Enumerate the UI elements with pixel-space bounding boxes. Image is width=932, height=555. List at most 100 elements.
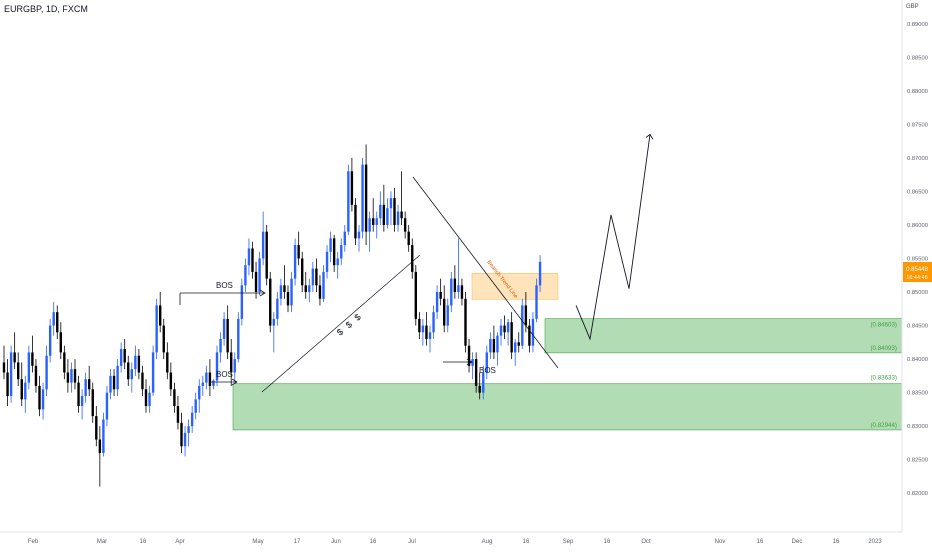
candle-body [95,416,98,440]
candle-body [244,265,247,286]
price-tick-label: 0.83500 [907,391,928,397]
candle [24,375,27,413]
candle-body [443,298,446,326]
candle-body [347,171,350,232]
candle-body [251,248,254,272]
price-tick-label: 0.87000 [907,156,928,162]
candle [453,265,457,299]
candle-body [258,258,261,293]
candle [52,302,55,336]
candles-layer [2,144,542,487]
candle [272,312,275,353]
candle-body [325,251,329,272]
time-axis[interactable]: Feb Mar 16 Apr May 17 Jun 16 Jul Aug 16 Sep 16 Oct Nov… [28,539,883,545]
candle [9,345,13,403]
zone-2-bottom-label: (0.82944) [871,422,898,429]
candle [411,238,414,279]
candle-body [134,355,137,370]
price-tick-label: 0.82500 [907,458,928,464]
candle-body [357,231,361,239]
candle-body [48,325,52,356]
candle [506,318,510,346]
price-tick-label: 0.86000 [907,223,928,229]
candle [59,322,62,360]
candle-body [176,406,180,423]
candle-body [130,369,133,380]
price-tick-label: 0.88000 [907,89,928,95]
candle-body [453,278,457,293]
candle [432,305,435,339]
candle-body [98,439,102,453]
demand-zone-2 [232,383,903,431]
candle [226,305,229,360]
candle [485,345,488,380]
candle [443,285,446,333]
bos-2-label: BOS [216,370,233,379]
candle [538,255,542,293]
candle [247,238,251,276]
candle [514,338,517,366]
price-tick-label: 0.85500 [907,257,928,263]
candle [478,372,481,400]
price-tick-label: 0.85000 [907,290,928,296]
candle-body [27,352,31,383]
time-tick-label: Mar [97,539,107,545]
candle-body [91,389,94,417]
candle [375,211,378,239]
candle [531,312,535,353]
candle [457,238,460,299]
candle-body [400,211,403,219]
candle [56,305,59,339]
candle [180,412,183,453]
zone-2-top-label: (0.83633) [871,375,898,382]
time-tick-label: Oct [641,539,651,545]
last-price-value: 0.85448 [906,267,928,273]
price-tick-label: 0.86500 [907,189,928,195]
candle-body [372,218,375,225]
candle-body [517,342,520,346]
candle-body [254,271,258,293]
candle-body [237,318,240,360]
countdown-value: 16:44:46 [906,275,927,281]
candle [77,375,80,413]
candle [201,375,204,396]
candle [187,419,190,447]
candle [372,198,375,232]
candle-body [322,271,325,299]
price-tick-label: 0.89000 [907,22,928,28]
candle-body [102,419,105,453]
candle-body [421,325,425,333]
time-tick-label: Aug [482,539,493,545]
candle-body [318,285,322,299]
candle [393,188,396,232]
price-axis[interactable]: 0.89000 0.88500 0.88000 0.87500 0.87000 0.865… [907,22,928,497]
candle [119,342,123,373]
candle [2,345,6,380]
candle [6,359,9,407]
symbol-title[interactable]: EURGBP, 1D, FXCM [4,4,88,14]
candle-body [119,349,123,366]
candle-body [354,204,357,239]
candle-body [414,271,417,319]
candle-body [2,362,6,373]
candle [73,359,77,390]
candle [340,238,343,266]
candle-body [478,385,481,393]
ascending-trend-line [261,254,421,393]
candle [379,191,382,225]
candle [318,275,322,306]
time-tick-label: Apr [175,539,184,545]
candle [123,338,126,370]
candle-body [375,218,378,225]
candle-body [276,298,279,319]
time-tick-label: Dec [792,539,803,545]
candle [499,318,503,346]
candle [428,325,432,353]
candle-body [230,352,233,373]
time-tick-label: Jul [408,539,416,545]
candle [183,426,187,457]
candle [17,352,20,386]
supply-box [471,273,559,300]
candle [329,231,332,262]
